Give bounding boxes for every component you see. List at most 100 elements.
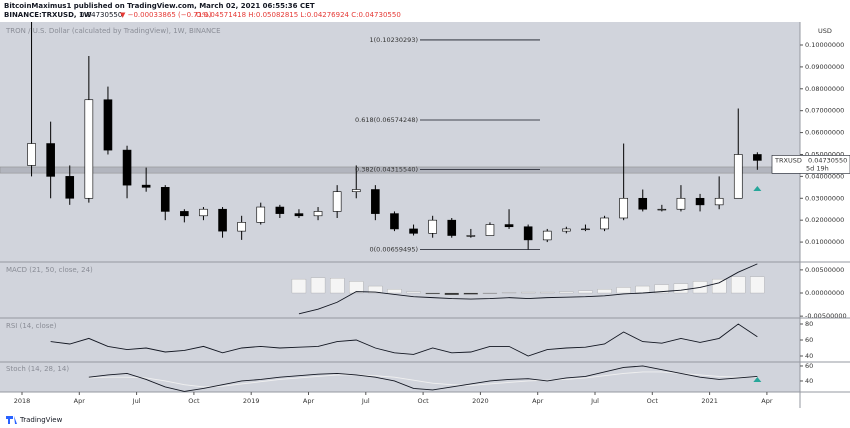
candle-body: [695, 197, 705, 206]
macd-histogram-bar: [329, 278, 345, 294]
y-tick-label: 0.00500000: [805, 266, 844, 274]
price-tag-bg: [771, 155, 850, 174]
x-tick-label: Jul: [590, 397, 599, 405]
x-tick-label: Apr: [761, 397, 773, 405]
symbol: BINANCE:TRXUSD, 1W: [4, 11, 92, 19]
macd-histogram-bar: [712, 278, 727, 294]
chart-title: TRON / U.S. Dollar (calculated by Tradin…: [5, 27, 221, 35]
signal-arrow: [753, 186, 762, 191]
candle-body: [275, 206, 285, 214]
candle-body: [447, 219, 457, 236]
candle-body: [409, 228, 418, 234]
pane-title: Stoch (14, 28, 14): [6, 365, 69, 373]
x-tick-label: Jul: [361, 397, 370, 405]
candle-body: [294, 213, 304, 217]
values-line: [50, 323, 758, 357]
y-tick-label: 60: [805, 336, 813, 344]
x-tick-label: Oct: [188, 397, 200, 405]
y-tick-label: 40: [805, 352, 813, 360]
brand: TradingView: [19, 416, 63, 424]
candle-body: [199, 208, 208, 217]
countdown: 5d 19h: [806, 164, 829, 172]
change: ▼ −0.00033865 (−0.71%): [120, 11, 212, 19]
d-line: [88, 371, 758, 388]
y-tick-label: 0.03000000: [805, 194, 844, 202]
y-tick-label: 80: [805, 320, 813, 328]
macd-histogram-bar: [635, 285, 650, 294]
candle-body: [313, 211, 323, 217]
y-tick-label: 0.05000000: [805, 150, 844, 158]
macd-histogram-bar: [291, 278, 307, 294]
macd-histogram-bar: [616, 287, 631, 294]
x-tick-label: Jul: [132, 397, 141, 405]
candle-body: [84, 99, 94, 199]
y-tick-label: 0.01000000: [805, 238, 844, 246]
fib-label: 0(0.00659495): [370, 246, 419, 254]
candle-body: [428, 219, 437, 234]
y-tick-label: 60: [805, 362, 813, 370]
macd-histogram-bar: [368, 285, 383, 294]
candle-body: [657, 208, 667, 211]
candle-body: [676, 197, 686, 210]
publisher: BitcoinMaximus1 published on TradingView…: [4, 2, 315, 10]
macd-histogram-bar: [463, 292, 479, 295]
candle-body: [638, 197, 648, 210]
y-tick-label: 0.08000000: [805, 85, 844, 93]
candle-body: [371, 189, 380, 214]
candle-body: [619, 197, 628, 219]
y-tick-label: 0.09000000: [805, 63, 844, 71]
y-tick-label: 40: [805, 377, 813, 385]
macd-histogram-bar: [750, 276, 765, 294]
candle-body: [27, 143, 36, 166]
last: 0.04730550: [80, 11, 122, 19]
candle-body: [103, 99, 113, 151]
y-tick-label: 0.10000000: [805, 41, 844, 49]
pane-title: RSI (14, close): [6, 322, 57, 330]
candle-body: [523, 226, 533, 241]
macd-histogram-bar: [673, 283, 689, 294]
candle-body: [160, 187, 170, 212]
macd-histogram-bar: [559, 291, 574, 294]
macd-histogram-bar: [406, 291, 421, 294]
candle-body: [65, 176, 75, 199]
chart-bg: [0, 22, 800, 392]
x-tick-label: 2020: [472, 397, 489, 405]
candle-body: [46, 143, 55, 177]
candle-body: [256, 206, 266, 223]
k-line: [88, 365, 758, 392]
y-tick-label: 0.06000000: [805, 129, 844, 137]
candle-body: [218, 208, 227, 232]
candle-body: [581, 228, 590, 231]
x-tick-label: 2021: [701, 397, 718, 405]
candle-body: [390, 213, 399, 230]
candle-body: [466, 235, 476, 237]
candle-body: [332, 191, 342, 212]
price-tag-value: 0.04730550: [808, 156, 847, 164]
macd-histogram-bar: [425, 292, 440, 295]
candle-body: [600, 217, 609, 230]
candle-body: [141, 184, 151, 188]
candle-body: [562, 228, 571, 232]
candle-body: [542, 230, 552, 241]
candle-body: [237, 222, 246, 232]
candle-body: [733, 154, 743, 199]
x-tick-label: 2018: [14, 397, 31, 405]
macd-histogram-bar: [597, 289, 612, 294]
macd-histogram-bar: [310, 277, 326, 294]
signal-arrow: [753, 377, 762, 382]
macd-histogram-bar: [654, 284, 669, 294]
x-tick-label: Oct: [647, 397, 659, 405]
candle-body: [714, 197, 724, 206]
fib-label: 0.618(0.06574248): [355, 116, 418, 124]
candle-body: [122, 149, 132, 186]
candle-body: [753, 154, 762, 161]
x-tick-label: 2019: [243, 397, 260, 405]
macd-histogram-bar: [731, 276, 746, 294]
pane-title: MACD (21, 50, close, 24): [6, 266, 93, 274]
price-tag-symbol: TRXUSD: [774, 156, 802, 164]
support-zone: [0, 166, 800, 174]
candle-body: [351, 189, 361, 193]
macd-histogram-bar: [444, 292, 459, 296]
ohlc: O:0.04571418 H:0.05082815 L:0.04276924 C…: [196, 11, 401, 19]
